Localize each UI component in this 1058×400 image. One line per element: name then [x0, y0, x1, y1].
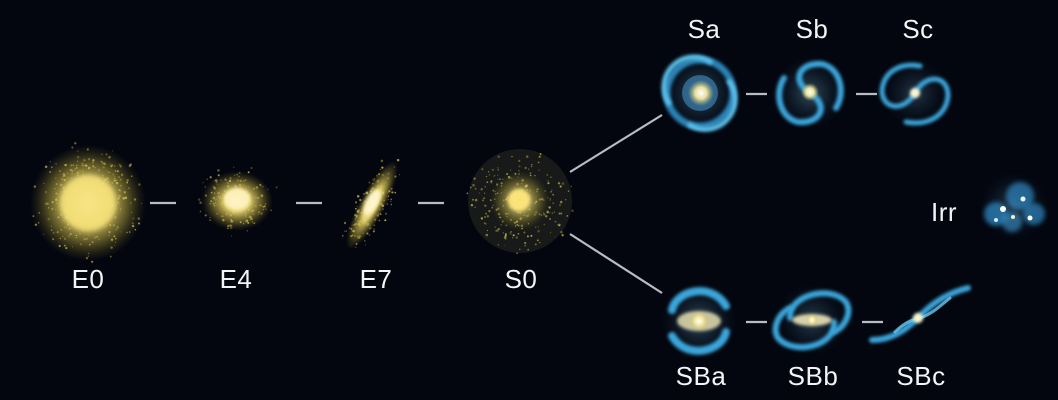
- galaxy-e7: [345, 160, 399, 250]
- label-irr: Irr: [930, 197, 958, 227]
- label-e7: E7: [359, 264, 393, 294]
- galaxy-e0: [30, 145, 146, 261]
- galaxy-irr: [980, 172, 1048, 240]
- fork-upper-branch: [569, 114, 663, 173]
- label-sba: SBa: [675, 361, 727, 391]
- label-e0: E0: [71, 264, 105, 294]
- connector-lines: [150, 92, 883, 324]
- galaxy-sc: [879, 59, 951, 127]
- label-sb: Sb: [795, 14, 829, 44]
- galaxy-sbb: [772, 284, 852, 356]
- label-sbc: SBc: [896, 361, 946, 391]
- label-sc: Sc: [902, 14, 934, 44]
- galaxy-sba: [661, 283, 737, 359]
- galaxy-s0: [468, 149, 572, 253]
- label-sa: Sa: [687, 14, 721, 44]
- label-sbb: SBb: [787, 361, 839, 391]
- galaxy-e4: [201, 171, 273, 231]
- galaxy-sb: [774, 57, 846, 129]
- fork-lower-branch: [569, 233, 663, 294]
- label-s0: S0: [504, 264, 538, 294]
- galaxy-sbc: [869, 285, 971, 343]
- galaxy-sa: [660, 53, 740, 133]
- label-e4: E4: [219, 264, 253, 294]
